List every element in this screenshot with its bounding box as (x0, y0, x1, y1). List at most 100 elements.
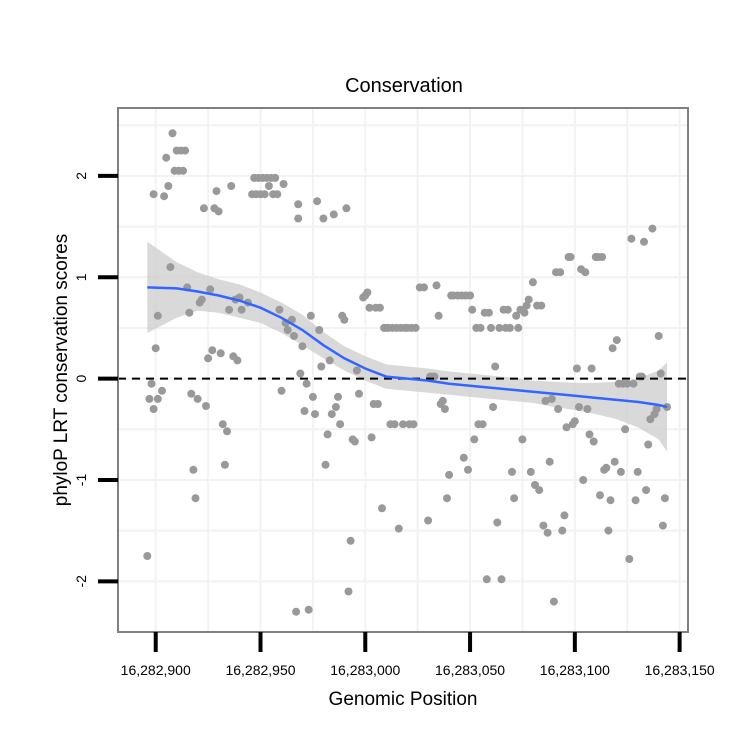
data-point (625, 555, 634, 563)
data-point (579, 476, 588, 484)
data-point (610, 457, 619, 466)
data-point (566, 253, 575, 261)
data-point (153, 394, 162, 403)
data-point (602, 463, 611, 472)
data-point (181, 146, 190, 155)
data-point (233, 356, 242, 365)
data-point (514, 323, 523, 332)
data-points (143, 129, 671, 616)
y-tick-label: 0 (73, 374, 89, 382)
data-point (260, 190, 269, 199)
data-point (524, 295, 533, 304)
data-point (216, 349, 225, 358)
data-point (556, 268, 565, 277)
data-point (306, 311, 315, 320)
data-point (598, 253, 607, 261)
data-point (484, 308, 493, 317)
data-point (390, 420, 399, 429)
data-point (143, 552, 152, 560)
data-point (160, 192, 169, 201)
data-point (227, 182, 236, 190)
data-point (350, 437, 359, 446)
data-point (300, 407, 309, 415)
data-point (187, 389, 196, 398)
data-point (344, 587, 353, 596)
data-point (220, 460, 229, 469)
data-point (562, 423, 571, 432)
confidence-band (147, 241, 668, 452)
data-point (560, 511, 569, 520)
data-point (313, 197, 322, 206)
data-point (633, 467, 642, 476)
data-point (445, 470, 454, 479)
data-point (365, 303, 374, 312)
data-point (541, 396, 550, 405)
x-tick-label: 16,282,950 (225, 662, 295, 678)
data-point (346, 536, 355, 545)
data-point (554, 405, 563, 413)
data-point (587, 364, 596, 373)
data-point (317, 362, 326, 371)
data-point (352, 366, 361, 375)
data-point (482, 575, 491, 584)
data-point (373, 400, 382, 408)
data-point (537, 301, 546, 310)
data-point (315, 326, 324, 334)
data-point (510, 494, 519, 503)
data-point (363, 288, 372, 297)
x-axis: 16,282,900 16,282,950 16,283,000 16,283,050… (121, 632, 715, 678)
data-point (302, 379, 311, 388)
data-point (168, 129, 177, 138)
data-point (493, 518, 502, 527)
data-point (432, 281, 441, 290)
data-point (147, 379, 156, 388)
data-point (179, 166, 187, 175)
data-point (323, 430, 332, 439)
loess-fit-line (147, 286, 668, 409)
data-point (311, 410, 319, 419)
data-point (520, 308, 529, 317)
data-point (608, 344, 617, 353)
data-point (612, 336, 621, 345)
data-point (489, 403, 498, 411)
data-point (468, 305, 477, 314)
data-point (342, 204, 351, 213)
data-point (526, 467, 535, 476)
data-point (166, 263, 175, 272)
data-point (644, 440, 653, 449)
data-point (549, 597, 558, 606)
data-point (214, 207, 223, 216)
data-point (581, 268, 590, 277)
data-point (292, 607, 301, 616)
data-point (505, 323, 514, 332)
data-point (202, 402, 210, 410)
data-point (225, 305, 234, 314)
y-tick-label: 2 (73, 172, 89, 180)
x-tick-label: 16,283,150 (645, 662, 715, 678)
panel-border (117, 107, 689, 633)
data-point (459, 453, 468, 462)
data-point (434, 311, 443, 320)
data-point (394, 524, 403, 533)
data-point (604, 526, 613, 535)
data-point (329, 210, 338, 219)
data-point (623, 379, 632, 388)
y-axis-label: phyloP LRT conservation scores (51, 234, 72, 507)
data-point (283, 326, 292, 334)
data-point (621, 425, 630, 434)
data-point (438, 396, 447, 405)
data-point (208, 346, 217, 355)
data-point (539, 521, 548, 530)
data-point (535, 486, 544, 495)
data-point (204, 354, 213, 363)
data-point (512, 311, 521, 320)
data-point (199, 204, 208, 213)
data-point (583, 405, 592, 413)
data-point (149, 405, 158, 413)
data-point (522, 301, 531, 310)
x-axis-label: Genomic Position (329, 689, 478, 710)
data-point (193, 394, 202, 403)
data-point (476, 323, 485, 332)
data-point (503, 305, 512, 314)
